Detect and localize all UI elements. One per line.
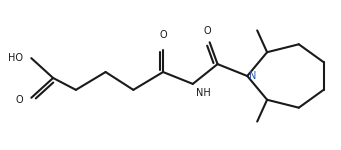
Text: O: O [204,26,211,36]
Text: N: N [249,71,257,81]
Text: O: O [16,95,24,105]
Text: O: O [159,30,167,40]
Text: HO: HO [9,53,24,63]
Text: NH: NH [196,88,210,98]
